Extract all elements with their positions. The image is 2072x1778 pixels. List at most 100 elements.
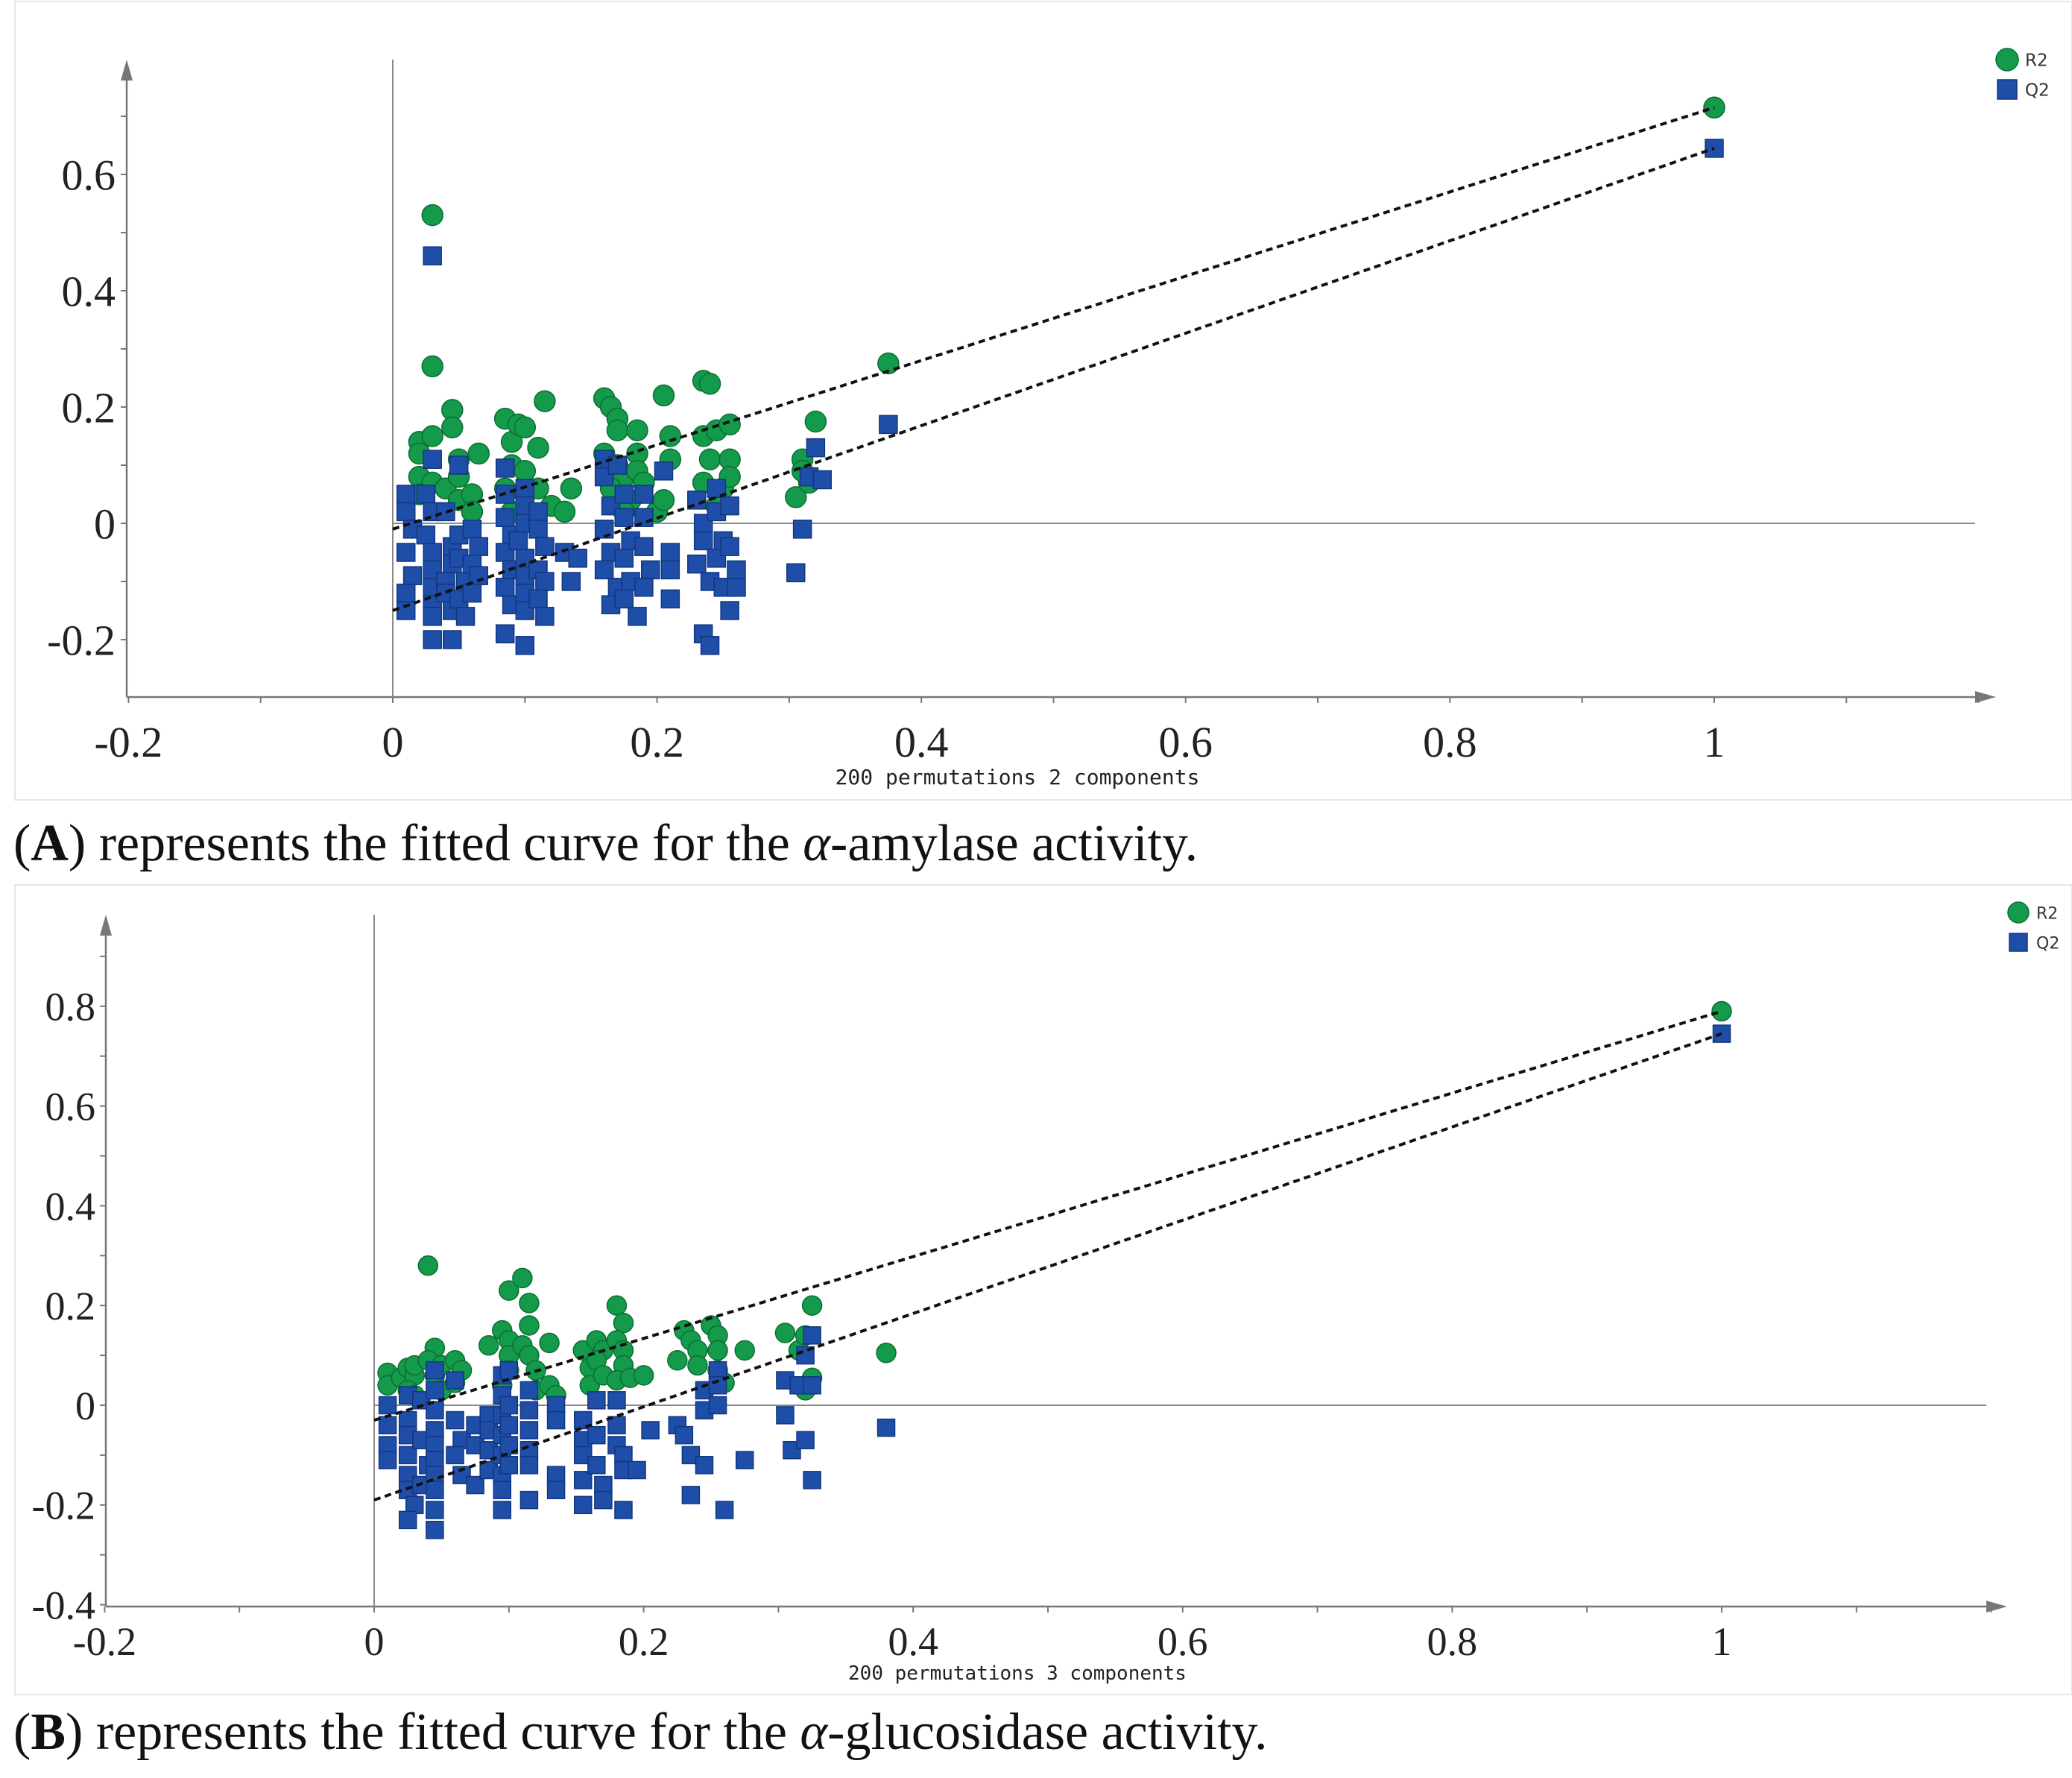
q2-point — [634, 578, 654, 597]
q2-point — [614, 508, 634, 527]
x-tick-label: 0 — [382, 718, 404, 766]
x-axis-label: 200 permutations 3 components — [848, 1662, 1187, 1685]
q2-point — [715, 1501, 734, 1519]
q2-point — [469, 537, 488, 556]
q2-point — [446, 1446, 464, 1465]
q2-point — [499, 1436, 519, 1454]
q2-point — [614, 485, 634, 504]
q2-point — [587, 1425, 606, 1445]
x-tick-label: 0.4 — [894, 718, 949, 766]
legend-r2-icon — [2007, 901, 2030, 924]
q2-point — [466, 1475, 484, 1495]
q2-point — [396, 502, 416, 522]
r2-point — [633, 1365, 654, 1386]
x-tick-label: -0.2 — [94, 718, 162, 766]
q2-point — [695, 1456, 714, 1475]
q2-point — [423, 543, 442, 562]
q2-point — [806, 438, 826, 458]
y-tick-label: 0.6 — [45, 1085, 96, 1129]
x-tick-label: 0.8 — [1423, 718, 1477, 766]
q2-point — [426, 1521, 444, 1539]
r2-point — [698, 373, 721, 395]
q2-point — [792, 520, 812, 539]
q2-point — [519, 1401, 539, 1419]
q2-point — [396, 485, 416, 504]
y-tick-label: -0.2 — [32, 1484, 95, 1528]
q2-point — [614, 589, 634, 609]
q2-point — [378, 1451, 397, 1469]
y-tick-label: 0.4 — [62, 267, 116, 315]
q2-point — [426, 1361, 444, 1380]
legend-r2-icon — [1995, 48, 2019, 72]
y-axis-arrow-icon — [121, 60, 133, 81]
r2-point — [441, 416, 464, 439]
x-tick-label: 0.8 — [1427, 1619, 1478, 1664]
q2-point — [660, 560, 680, 580]
q2-point — [693, 531, 713, 551]
r2-point — [652, 489, 675, 511]
x-tick-label: 0.4 — [888, 1619, 938, 1664]
q2-point — [519, 1456, 539, 1475]
legend-q2-label: Q2 — [2025, 81, 2050, 101]
x-axis-arrow-icon — [1986, 1601, 2007, 1613]
q2-point — [396, 601, 416, 620]
q2-point — [634, 485, 654, 504]
q2-point — [573, 1410, 593, 1430]
q2-point — [495, 578, 515, 597]
q2-point — [720, 537, 739, 556]
r2-point — [667, 1350, 688, 1371]
x-tick-label: 0.2 — [619, 1619, 669, 1664]
legend-q2-label: Q2 — [2036, 934, 2059, 953]
q2-point — [423, 630, 442, 649]
q2-point — [493, 1501, 512, 1519]
q2-point — [412, 1391, 431, 1410]
y-tick-label: 0.4 — [45, 1184, 96, 1229]
r2-point — [801, 1295, 823, 1316]
r2-point — [421, 204, 443, 227]
q2-point — [416, 525, 436, 545]
q2-point — [573, 1471, 593, 1489]
q2-point — [587, 1456, 606, 1475]
q2-point — [396, 583, 416, 603]
legend-q2-icon — [1997, 79, 2018, 100]
x-axis-label: 200 permutations 2 components — [836, 765, 1200, 789]
q2-point — [573, 1495, 593, 1515]
q2-point — [607, 1416, 626, 1435]
q2-point — [499, 1456, 519, 1475]
q2-point — [607, 1391, 626, 1410]
regression-line-q2 — [392, 147, 1715, 612]
x-axis-arrow-icon — [1975, 691, 1996, 703]
q2-point — [426, 1501, 444, 1519]
plot-frame — [14, 1, 2072, 801]
q2-point — [462, 520, 482, 539]
q2-point — [594, 560, 614, 580]
r2-point — [652, 384, 675, 407]
q2-point — [402, 566, 423, 585]
q2-point — [423, 246, 442, 265]
q2-point — [495, 458, 515, 478]
r2-point — [707, 1340, 728, 1361]
q2-point — [378, 1396, 397, 1415]
r2-point — [421, 355, 443, 378]
q2-point — [462, 583, 482, 603]
q2-point — [519, 1381, 539, 1400]
r2-point — [560, 477, 583, 499]
q2-point — [812, 470, 832, 490]
r2-point — [417, 1255, 439, 1276]
q2-point — [519, 1490, 539, 1510]
q2-point — [786, 563, 806, 583]
q2-point — [515, 601, 535, 620]
q2-point — [546, 1481, 566, 1499]
r2-point — [512, 1267, 533, 1289]
r2-point — [606, 1295, 628, 1316]
legend-r2-label: R2 — [2036, 904, 2058, 923]
r2-point — [1711, 1000, 1732, 1022]
q2-point — [455, 607, 476, 626]
r2-point — [734, 1340, 755, 1361]
q2-point — [561, 572, 581, 591]
q2-point — [426, 1401, 444, 1419]
y-tick-label: 0.2 — [45, 1284, 96, 1328]
r2-point — [613, 1312, 634, 1334]
q2-point — [796, 1431, 815, 1450]
